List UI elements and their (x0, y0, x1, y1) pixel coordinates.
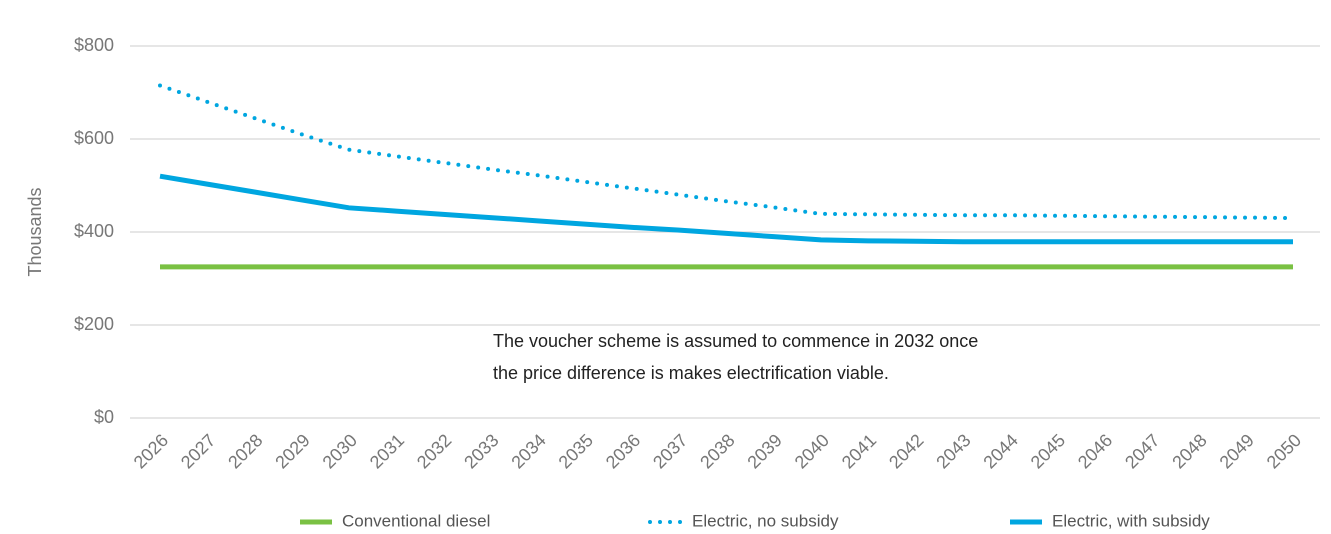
x-tick-label: 2046 (1074, 430, 1116, 472)
x-tick-label: 2049 (1216, 430, 1258, 472)
legend-label: Conventional diesel (342, 511, 490, 530)
x-tick-label: 2039 (743, 430, 785, 472)
y-tick-label: $400 (74, 221, 114, 241)
x-tick-label: 2045 (1027, 430, 1069, 472)
x-tick-label: 2037 (649, 430, 691, 472)
legend-label: Electric, with subsidy (1052, 511, 1210, 530)
legend-label: Electric, no subsidy (692, 511, 839, 530)
x-tick-label: 2038 (696, 430, 738, 472)
x-tick-label: 2032 (413, 430, 455, 472)
x-tick-label: 2048 (1168, 430, 1210, 472)
annotation: the price difference is makes electrific… (493, 363, 889, 383)
x-tick-label: 2040 (791, 430, 833, 472)
x-tick-label: 2031 (366, 430, 408, 472)
x-tick-label: 2026 (130, 430, 172, 472)
y-tick-label: $600 (74, 128, 114, 148)
y-tick-label: $200 (74, 314, 114, 334)
x-tick-label: 2042 (885, 430, 927, 472)
x-tick-label: 2030 (319, 430, 361, 472)
y-tick-label: $0 (94, 407, 114, 427)
x-tick-label: 2043 (932, 430, 974, 472)
x-tick-label: 2034 (507, 430, 549, 472)
x-tick-label: 2050 (1263, 430, 1305, 472)
x-tick-label: 2035 (555, 430, 597, 472)
x-tick-label: 2044 (979, 430, 1021, 472)
x-tick-label: 2028 (224, 430, 266, 472)
annotation: The voucher scheme is assumed to commenc… (493, 331, 978, 351)
line-series (158, 83, 1295, 221)
x-tick-label: 2041 (838, 430, 880, 472)
line-series (159, 173, 1293, 245)
x-tick-label: 2047 (1121, 430, 1163, 472)
y-tick-label: $800 (74, 35, 114, 55)
x-tick-label: 2033 (460, 430, 502, 472)
x-tick-label: 2027 (177, 430, 219, 472)
x-tick-label: 2029 (271, 430, 313, 472)
y-axis-label: Thousands (25, 187, 45, 276)
x-tick-label: 2036 (602, 430, 644, 472)
